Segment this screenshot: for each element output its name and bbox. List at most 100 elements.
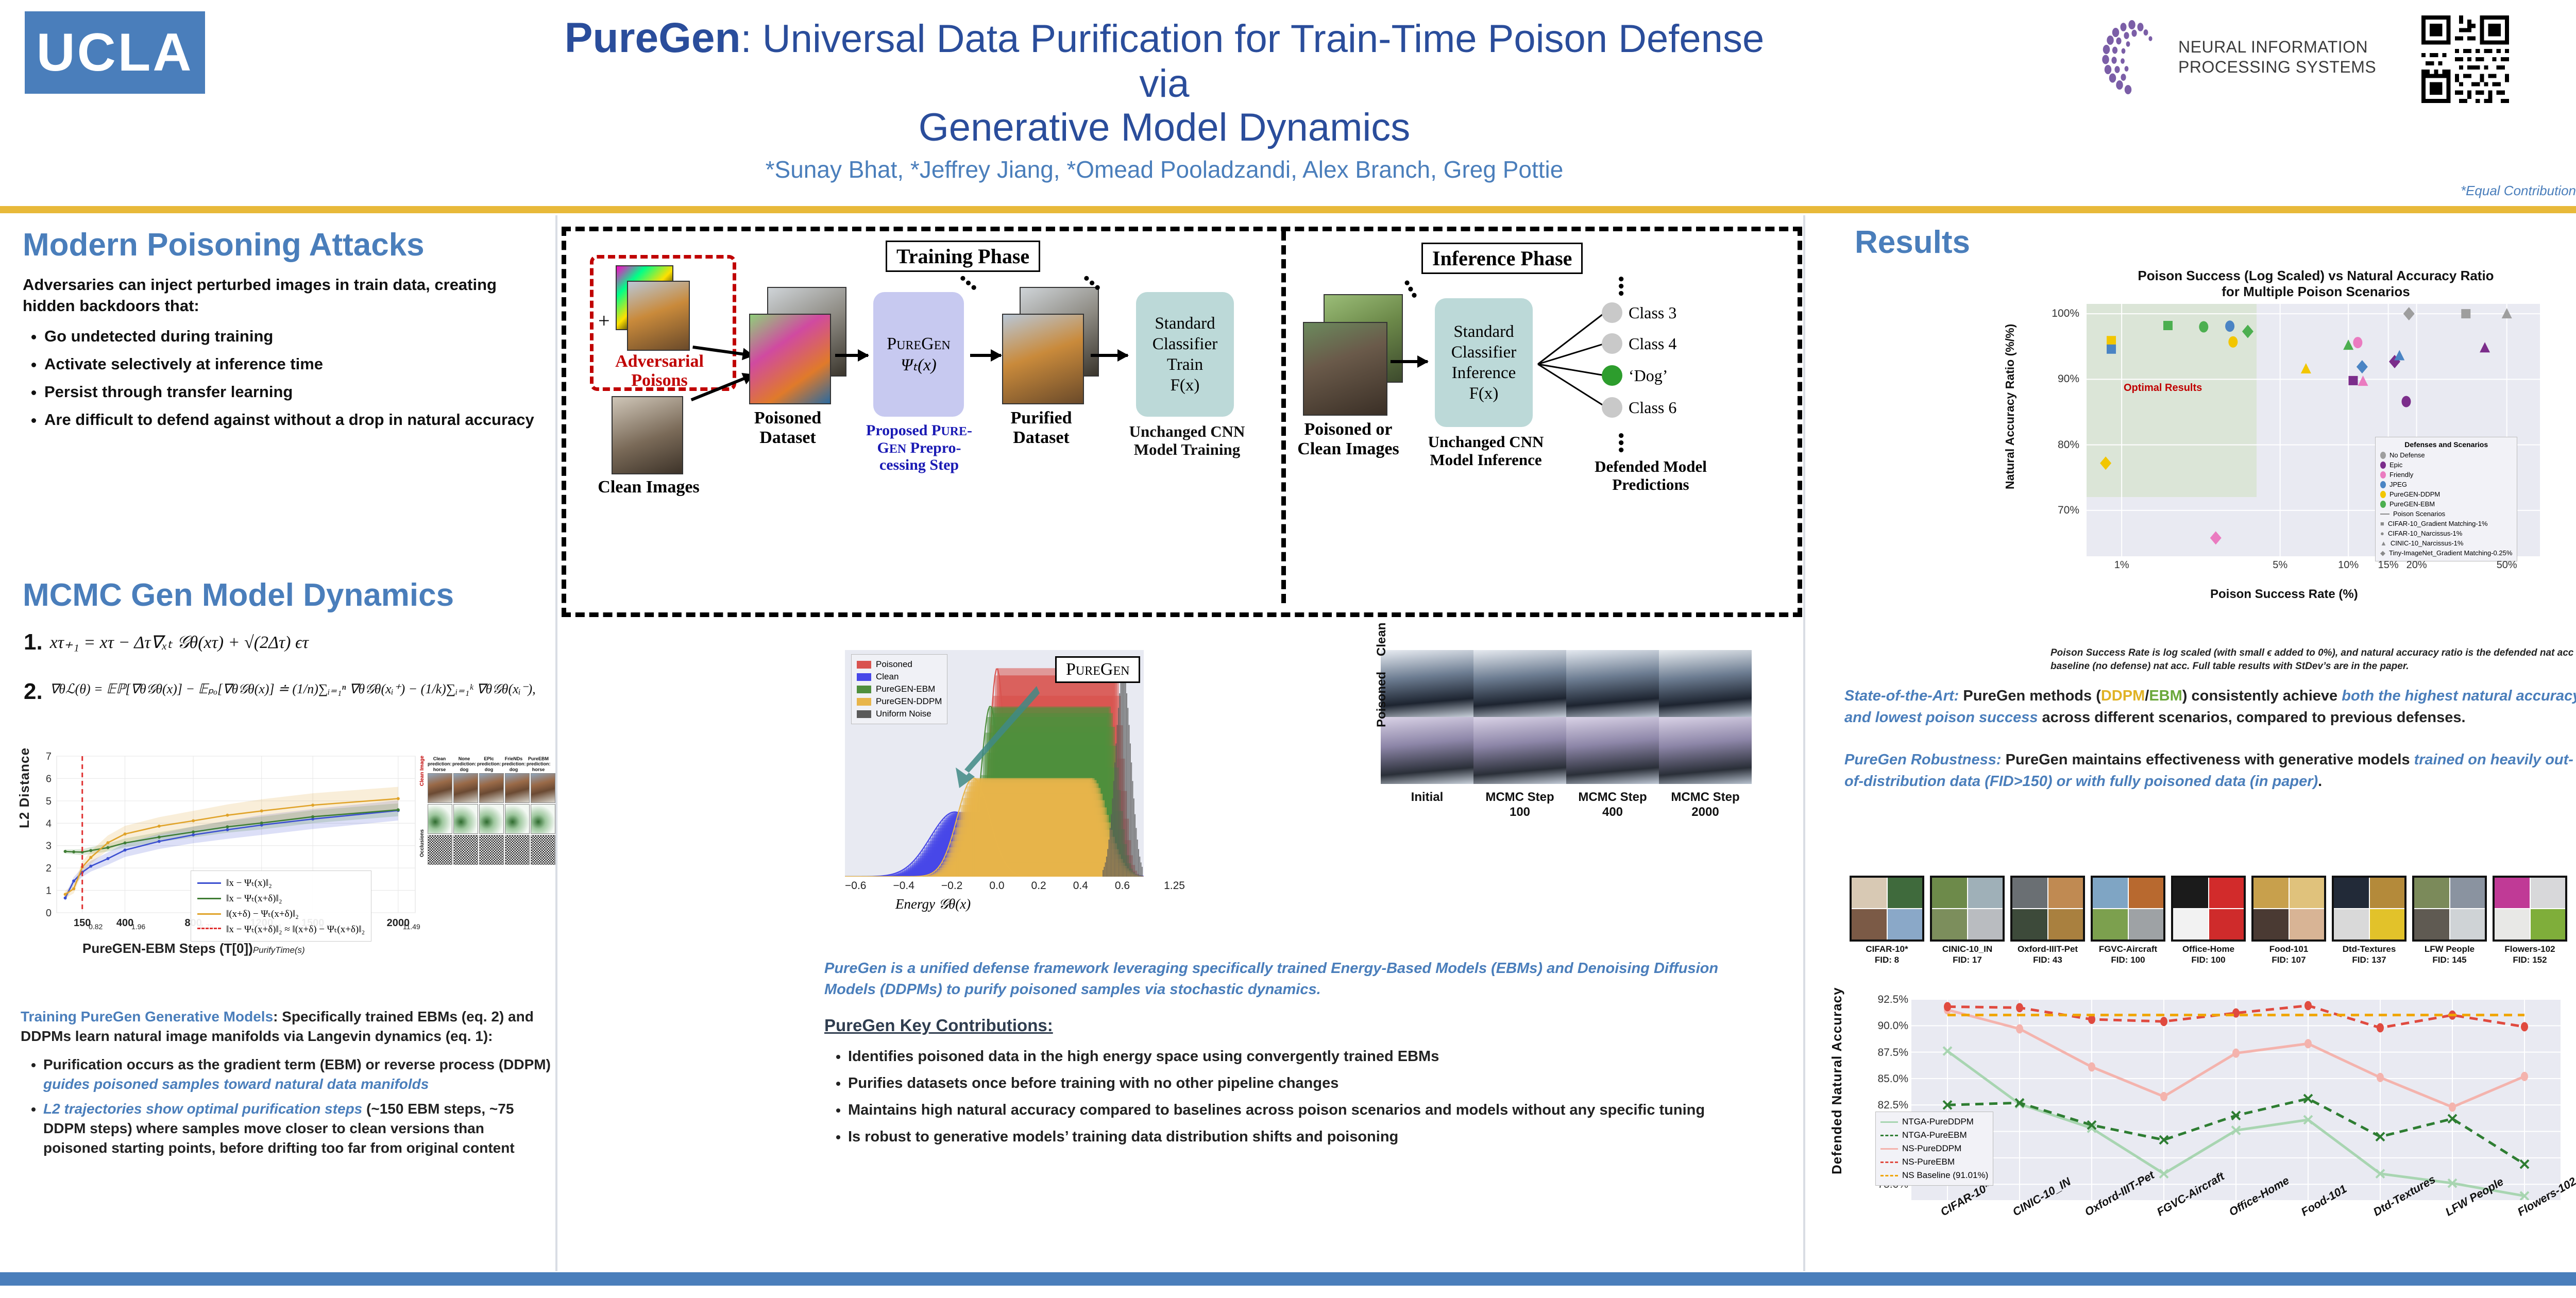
class-dot-3	[1602, 302, 1622, 323]
legend-swatch	[2380, 513, 2389, 515]
dataset-fid: FID: 100	[2191, 954, 2226, 965]
scatter-plot-area: Optimal Results Defenses and Scenarios N…	[2087, 304, 2540, 561]
scatter-point	[2225, 320, 2235, 332]
arrow-puregen-to-purified	[970, 349, 1002, 362]
legend-label: ‖x − Ψₜ(x)‖₂	[226, 877, 272, 889]
legend-swatch	[197, 928, 221, 931]
sota-label: State-of-the-Art:	[1844, 688, 1959, 704]
legend-swatch	[1880, 1134, 1898, 1136]
mcmc-clean-image	[1381, 650, 1473, 717]
energy-plot-area	[844, 650, 1149, 878]
axis-tick: 70%	[2057, 504, 2079, 516]
legend-item: PureGEN-EBM	[857, 683, 942, 695]
list-item: Maintains high natural accuracy compared…	[848, 1100, 1752, 1120]
legend-item: ‖x − Ψₜ(x)‖₂	[197, 875, 365, 891]
occlusion-column-header: FrieNDs prediction: dog	[502, 756, 526, 772]
scatter-point	[2461, 309, 2471, 319]
scatter-point	[2353, 337, 2363, 349]
occlusion-heatmap	[531, 804, 555, 834]
scatter-point	[2100, 456, 2112, 470]
inference-front-image	[1303, 322, 1387, 416]
robustness-text-2: .	[2318, 773, 2323, 790]
legend-label: PureGEN-DDPM	[876, 696, 942, 706]
dataset-caption: Office-Home FID: 100	[2171, 944, 2246, 965]
energy-legend: Poisoned Clean PureGEN-EBM PureGEN-DDPM …	[851, 654, 948, 724]
robustness-text-1: PureGen maintains effectiveness with gen…	[2001, 752, 2414, 768]
legend-item: ■ CIFAR-10_Gradient Matching-1%	[2380, 519, 2512, 528]
sota-emphasis: both the highest natural accuracy and lo…	[1844, 688, 2576, 726]
axis-tick: −0.4	[893, 880, 914, 892]
legend-label: Uniform Noise	[876, 709, 931, 719]
dataset-thumbnail	[2414, 878, 2449, 908]
axis-tick: 90%	[2057, 373, 2079, 385]
legend-swatch	[1880, 1148, 1898, 1150]
training-models-block: Training PureGen Generative Models: Spec…	[21, 1007, 551, 1163]
dataset-thumbnail	[1932, 909, 1967, 940]
legend-swatch	[1880, 1121, 1898, 1123]
legend-item: Uniform Noise	[857, 708, 942, 720]
neurips-swirl-icon	[2092, 19, 2169, 96]
chart-l2-trajectory: L2 Distance 012345671500.824001.968004.7…	[16, 747, 422, 957]
qr-code[interactable]	[2421, 15, 2509, 103]
dataset-thumbnail	[1968, 878, 2003, 908]
axis-tick: 87.5%	[1877, 1046, 1908, 1058]
mcmc-step-panel: Clean Poisoned Initial MCMC Step 100 MCMC S…	[1350, 623, 1757, 918]
dataset-thumbnails	[2412, 876, 2487, 942]
scatter-point	[2107, 336, 2116, 346]
axis-tick: 5%	[2273, 559, 2288, 571]
scatter-x-ticks: 1% 5% 10% 15% 20% 50%	[2087, 559, 2540, 573]
mcmc-column	[1473, 650, 1566, 784]
legend-label: Epic	[2389, 461, 2403, 469]
neurips-logo: NEURAL INFORMATION PROCESSING SYSTEMS	[2092, 13, 2380, 101]
title-line2: Generative Model Dynamics	[918, 105, 1411, 149]
occlusion-column-header: EPIc prediction: dog	[477, 756, 501, 772]
dataset-card: Dtd-Textures FID: 137	[2332, 876, 2406, 965]
legend-label: CIFAR-10_Narcissus-1%	[2387, 530, 2463, 537]
attacks-lead-text: Adversaries can inject perturbed images …	[23, 276, 497, 315]
poisoned-dataset-front-image	[749, 314, 831, 404]
puregen-badge-text: PureGen	[1066, 660, 1130, 679]
legend-swatch	[857, 673, 871, 681]
dataset-thumbnail	[2414, 909, 2449, 940]
class-label-dog: ‘Dog’	[1629, 366, 1668, 385]
integrated-gradients-image	[531, 835, 555, 865]
legend-swatch	[1880, 1174, 1898, 1176]
equation-1-number: 1.	[24, 629, 43, 655]
legend-swatch: ●	[2380, 530, 2384, 537]
dataset-thumbnail	[2369, 878, 2404, 908]
dataset-fid: FID: 137	[2352, 954, 2386, 965]
scatter-axis-label-y: Natural Accuracy Ratio (%/%)	[2003, 323, 2016, 489]
axis-tick: 90.0%	[1877, 1020, 1908, 1032]
class-dot-dog	[1602, 365, 1622, 386]
section-heading-attacks: Modern Poisoning Attacks	[23, 227, 425, 263]
phase-separator	[1281, 231, 1286, 603]
occlusion-side-label-clean: Clean Image	[419, 756, 425, 786]
footer-bar	[0, 1272, 2576, 1286]
axis-tick: 0.4	[1073, 880, 1088, 892]
dataset-name: CIFAR-10*	[1866, 944, 1908, 954]
mcmc-column	[1381, 650, 1473, 784]
mcmc-poisoned-image	[1473, 717, 1566, 784]
arrow-dataset-to-puregen	[835, 349, 869, 362]
legend-item: ▲ CINIC-10_Narcissus-1%	[2380, 538, 2512, 548]
robustness-emphasis: trained on heavily out-of-distribution d…	[1844, 752, 2573, 790]
mcmc-poisoned-image	[1381, 717, 1473, 784]
scatter-point	[2356, 360, 2368, 374]
legend-swatch	[857, 685, 871, 693]
l2-xlabel-sub: PurifyTime(s)	[252, 945, 305, 955]
inference-phase-label: Inference Phase	[1421, 243, 1583, 274]
column-divider-right	[1803, 215, 1805, 1271]
column-divider-left	[555, 215, 557, 1271]
dataset-thumbnail	[2048, 909, 2083, 940]
line-axis-label-y: Defended Natural Accuracy	[1829, 987, 1844, 1174]
dataset-thumbnail-strip: CIFAR-10* FID: 8 CINIC-10_IN FID: 17 Oxford-…	[1850, 876, 2576, 965]
equation-1-body: xτ₊₁ = xτ − Δτ∇ₓₜ 𝒢θ(xτ) + √(2Δτ) ϵτ	[49, 633, 309, 652]
dataset-fid: FID: 145	[2432, 954, 2467, 965]
equation-2-body: ∇θℒ(θ) = 𝔼ℙ[∇θ𝒢θ(x)] − 𝔼ₚₒ[∇θ𝒢θ(x)] ≐ (1…	[49, 681, 536, 696]
legend-label: NS-PureDDPM	[1902, 1143, 1962, 1153]
dataset-thumbnails	[2171, 876, 2246, 942]
equation-1-row: 1. xτ₊₁ = xτ − Δτ∇ₓₜ 𝒢θ(xτ) + √(2Δτ) ϵτ	[24, 629, 554, 655]
axis-tick: 50%	[2496, 559, 2517, 571]
dataset-thumbnails	[1930, 876, 2005, 942]
class-label-4: Class 4	[1629, 334, 1677, 353]
